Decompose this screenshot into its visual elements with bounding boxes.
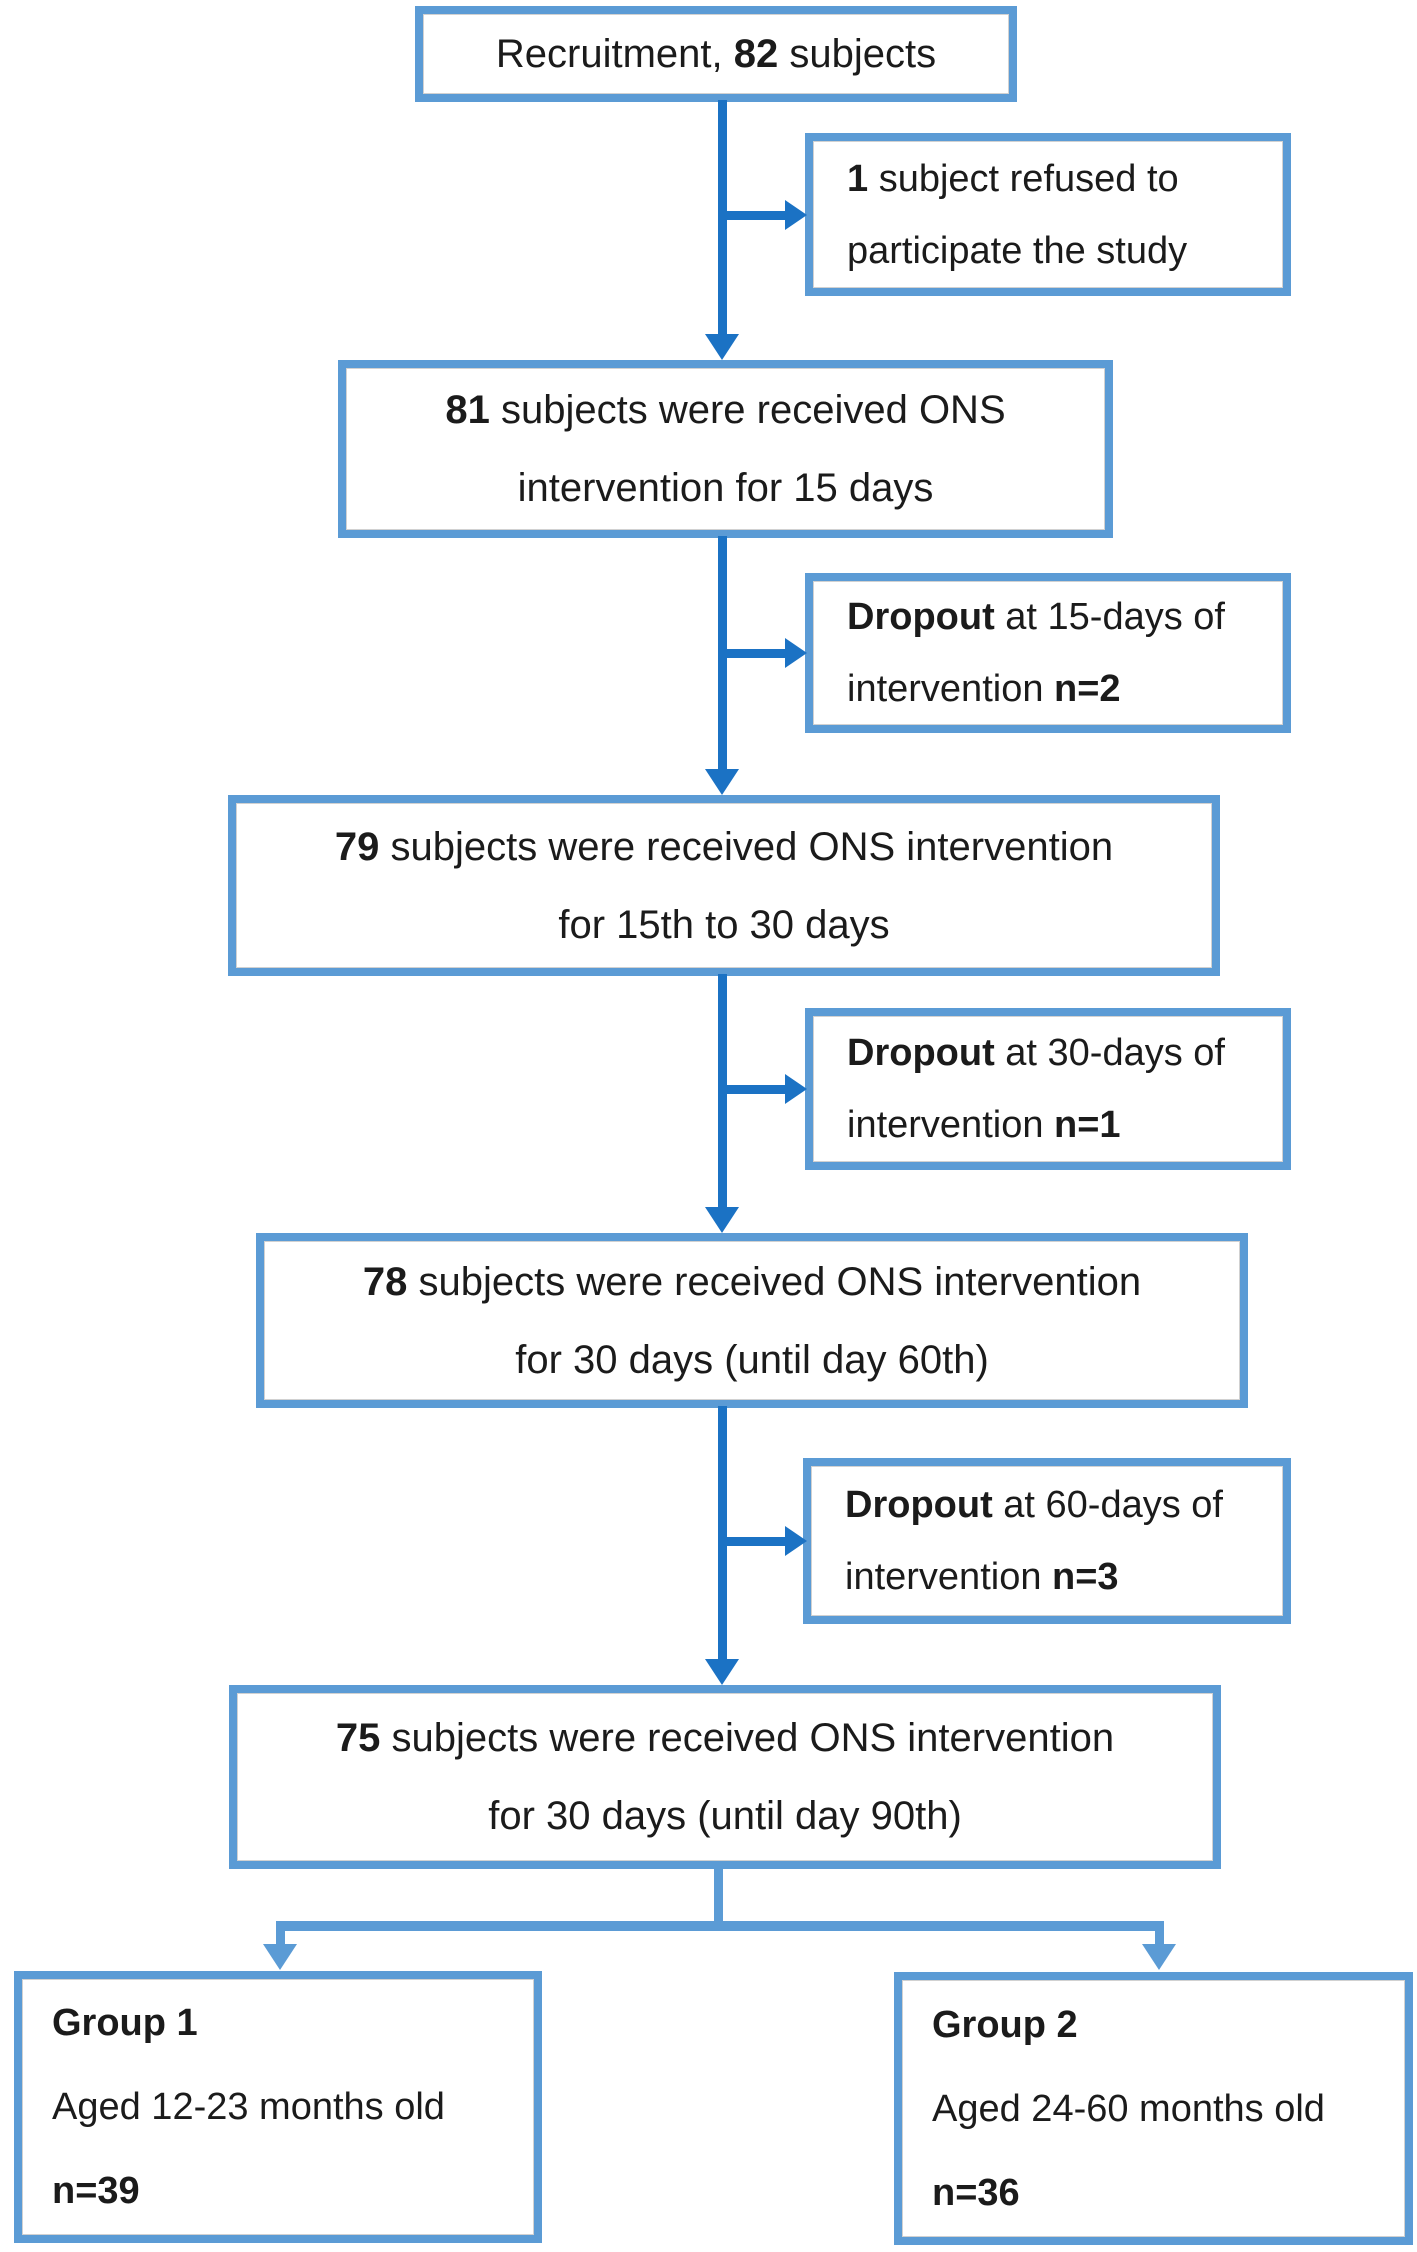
box-text-line: Group 1: [52, 2002, 198, 2044]
box-text-line: intervention for 15 days: [517, 466, 934, 510]
connector-split-to-group-1: [276, 1925, 285, 1947]
box-text-line: Dropout at 30-days of: [847, 1032, 1225, 1074]
box-text-line: Recruitment, 82 subjects: [495, 32, 937, 76]
box-text-line: for 15th to 30 days: [558, 902, 890, 947]
box-text-line: 78 subjects were received ONS interventi…: [362, 1259, 1142, 1304]
arrowhead-right-icon: [785, 638, 807, 668]
arrowhead-down-icon: [705, 1207, 739, 1233]
box-group-2: Group 2 Aged 24-60 months old n=36: [894, 1972, 1413, 2245]
arrowhead-right-icon: [785, 1074, 807, 1104]
box-text-line: Aged 24-60 months old: [932, 2087, 1325, 2130]
box-text-line: intervention n=3: [845, 1556, 1119, 1598]
connector-split-to-group-2: [1155, 1925, 1164, 1947]
box-recruitment: Recruitment, 82 subjects: [415, 6, 1017, 102]
box-ons-15-to-30-days: 79 subjects were received ONS interventi…: [228, 795, 1220, 976]
box-text-line: for 30 days (until day 60th): [515, 1337, 989, 1382]
connector-to-dropout-15: [722, 649, 785, 658]
connector-to-dropout-30: [722, 1085, 785, 1094]
arrowhead-down-icon: [705, 334, 739, 360]
box-ons-15-days: 81 subjects were received ONS interventi…: [338, 360, 1113, 538]
arrowhead-down-icon: [705, 769, 739, 795]
box-ons-30-days-until-60: 78 subjects were received ONS interventi…: [256, 1233, 1248, 1408]
arrowhead-right-icon: [785, 200, 807, 230]
box-text-line: Group 2: [932, 2003, 1078, 2046]
arrowhead-down-icon: [1142, 1944, 1176, 1970]
arrowhead-down-icon: [263, 1944, 297, 1970]
connector-78-to-75: [718, 1406, 727, 1659]
box-text-line: intervention n=1: [847, 1104, 1121, 1146]
box-dropout-15-days: Dropout at 15-days of intervention n=2: [805, 573, 1291, 733]
box-text-line: 79 subjects were received ONS interventi…: [334, 824, 1114, 869]
box-text-line: 81 subjects were received ONS: [445, 388, 1006, 432]
box-dropout-30-days: Dropout at 30-days of intervention n=1: [805, 1008, 1291, 1170]
box-refused-to-participate: 1 subject refused to participate the stu…: [805, 133, 1291, 296]
box-text-line: Dropout at 60-days of: [845, 1484, 1223, 1526]
arrowhead-right-icon: [785, 1526, 807, 1556]
box-ons-30-days-until-90: 75 subjects were received ONS interventi…: [229, 1685, 1221, 1869]
arrowhead-down-icon: [705, 1659, 739, 1685]
box-group-1: Group 1 Aged 12-23 months old n=39: [14, 1971, 542, 2243]
box-text-line: 75 subjects were received ONS interventi…: [335, 1716, 1115, 1760]
box-dropout-60-days: Dropout at 60-days of intervention n=3: [803, 1458, 1291, 1624]
box-text-line: 1 subject refused to: [847, 157, 1179, 200]
box-text-line: n=36: [932, 2171, 1020, 2214]
box-text-line: intervention n=2: [847, 668, 1121, 710]
box-text-line: n=39: [52, 2170, 140, 2212]
connector-to-dropout-60: [722, 1537, 785, 1546]
box-text-line: participate the study: [847, 229, 1188, 272]
box-text-line: for 30 days (until day 90th): [488, 1794, 962, 1838]
box-text-line: Aged 12-23 months old: [52, 2086, 445, 2128]
connector-to-refused-box: [722, 211, 785, 220]
connector-split-bar: [276, 1921, 1164, 1931]
box-text-line: Dropout at 15-days of: [847, 596, 1225, 638]
connector-75-to-split: [714, 1867, 723, 1931]
